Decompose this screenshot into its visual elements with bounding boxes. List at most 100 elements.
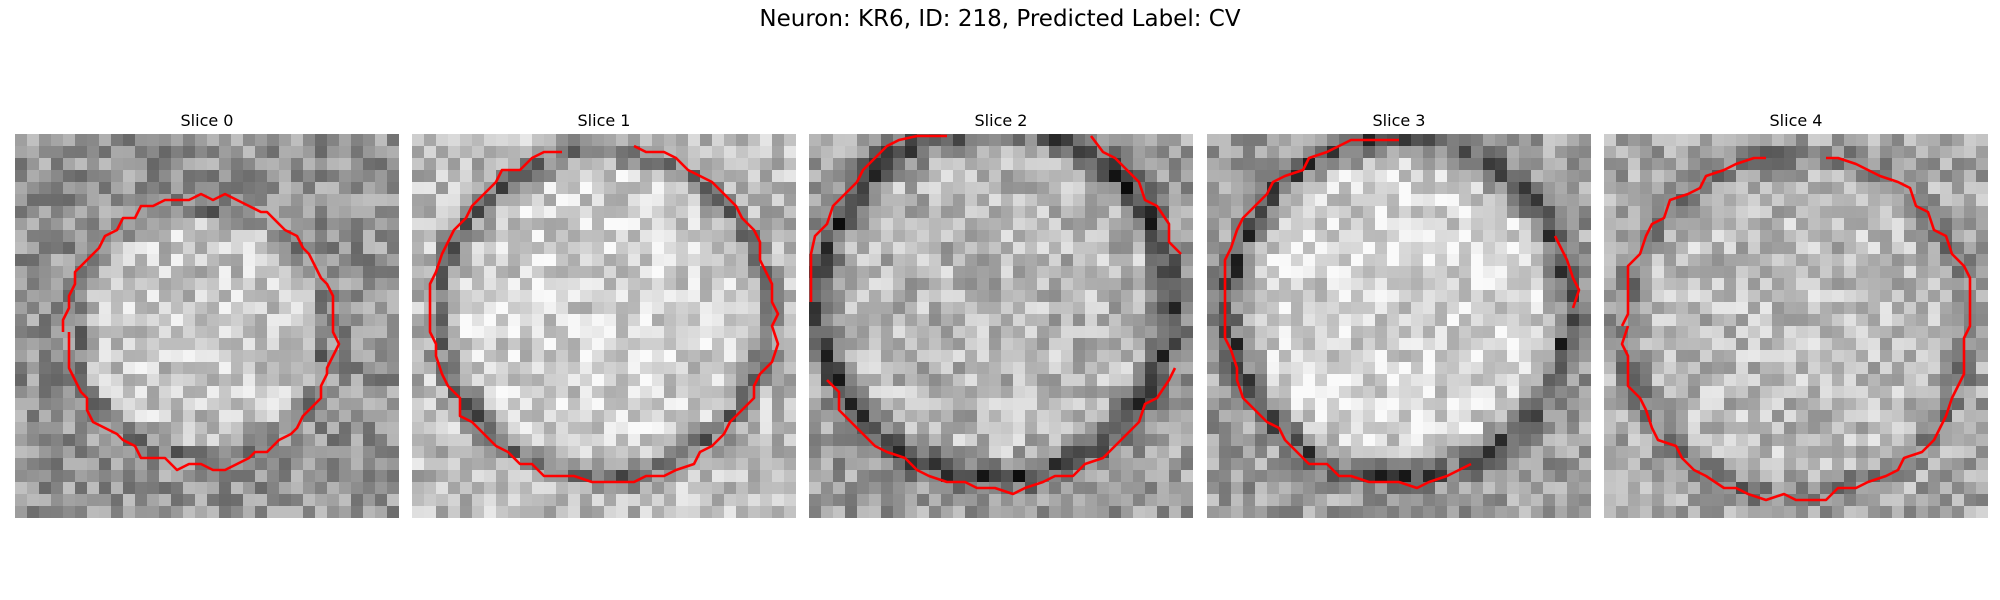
pixel (1616, 278, 1629, 291)
pixel (159, 350, 172, 363)
pixel (1267, 410, 1280, 423)
pixel (760, 446, 773, 459)
pixel (496, 290, 509, 303)
pixel (532, 386, 545, 399)
pixel (676, 254, 689, 267)
pixel (135, 302, 148, 315)
pixel (1796, 218, 1809, 231)
pixel (195, 314, 208, 327)
slice-title-0: Slice 0 (180, 111, 234, 130)
pixel (1459, 266, 1472, 279)
pixel (315, 230, 328, 243)
pixel (1375, 158, 1388, 171)
pixel (1820, 350, 1833, 363)
pixel (87, 446, 100, 459)
pixel (231, 350, 244, 363)
pixel (784, 362, 796, 375)
pixel (628, 410, 641, 423)
pixel (1061, 254, 1074, 267)
pixel (724, 386, 737, 399)
pixel (1543, 434, 1556, 447)
pixel (1339, 350, 1352, 363)
pixel (1676, 314, 1689, 327)
pixel (1916, 182, 1929, 195)
pixel (1339, 386, 1352, 399)
pixel (712, 482, 725, 495)
pixel (1423, 506, 1436, 518)
pixel (1808, 338, 1821, 351)
pixel (1315, 182, 1328, 195)
pixel (1664, 134, 1677, 147)
pixel (809, 458, 822, 471)
pixel (291, 206, 304, 219)
pixel (640, 326, 653, 339)
pixel (219, 506, 232, 518)
pixel (1736, 182, 1749, 195)
pixel (1025, 434, 1038, 447)
pixel (1856, 386, 1869, 399)
pixel (1085, 506, 1098, 518)
pixel (712, 242, 725, 255)
pixel (676, 506, 689, 518)
pixel (1760, 374, 1773, 387)
pixel (1688, 302, 1701, 315)
pixel (556, 422, 569, 435)
pixel (1640, 458, 1653, 471)
pixel (1411, 146, 1424, 159)
pixel (1243, 410, 1256, 423)
pixel (508, 278, 521, 291)
pixel (628, 290, 641, 303)
pixel (1784, 434, 1797, 447)
pixel (51, 134, 64, 147)
pixel (965, 446, 978, 459)
pixel (869, 134, 882, 147)
pixel (147, 302, 160, 315)
pixel (580, 218, 593, 231)
pixel (1327, 434, 1340, 447)
pixel (87, 434, 100, 447)
pixel (1688, 386, 1701, 399)
pixel (1169, 158, 1182, 171)
pixel (1207, 230, 1220, 243)
pixel (1507, 446, 1520, 459)
pixel (965, 290, 978, 303)
pixel (207, 398, 220, 411)
pixel (893, 314, 906, 327)
pixel (279, 362, 292, 375)
pixel (881, 470, 894, 483)
pixel (375, 458, 388, 471)
pixel (1001, 494, 1014, 507)
pixel (412, 326, 425, 339)
pixel (1724, 182, 1737, 195)
pixel (1616, 254, 1629, 267)
pixel (821, 458, 834, 471)
pixel (207, 278, 220, 291)
pixel (1133, 158, 1146, 171)
pixel (183, 278, 196, 291)
pixel (568, 374, 581, 387)
pixel (1061, 374, 1074, 387)
pixel (171, 386, 184, 399)
pixel (1832, 314, 1845, 327)
pixel (821, 410, 834, 423)
pixel (941, 206, 954, 219)
pixel (1375, 182, 1388, 195)
pixel (700, 182, 713, 195)
pixel (1495, 410, 1508, 423)
pixel (363, 218, 376, 231)
pixel (1543, 494, 1556, 507)
pixel (1495, 290, 1508, 303)
pixel (1844, 446, 1857, 459)
pixel (700, 218, 713, 231)
pixel (1471, 230, 1484, 243)
pixel (893, 302, 906, 315)
pixel (604, 182, 617, 195)
pixel (1109, 194, 1122, 207)
pixel (315, 158, 328, 171)
pixel (508, 134, 521, 147)
pixel (1483, 350, 1496, 363)
pixel (1097, 266, 1110, 279)
pixel (1157, 302, 1170, 315)
pixel (1892, 266, 1905, 279)
pixel (568, 266, 581, 279)
